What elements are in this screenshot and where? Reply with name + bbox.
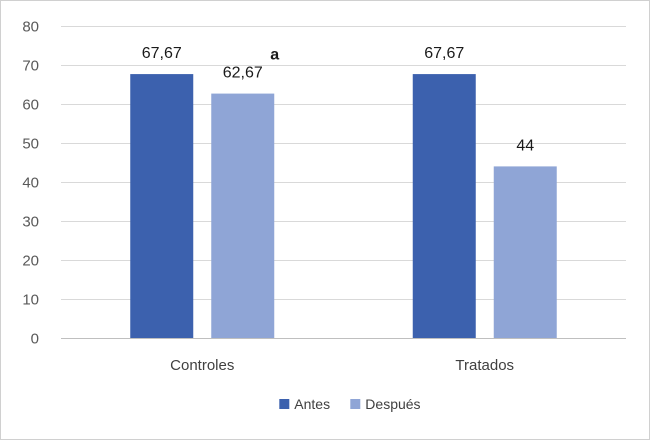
data-labels: 67,67 62,67 a 67,67 44 (142, 45, 535, 154)
y-tick-label: 50 (22, 136, 39, 153)
y-tick-label: 10 (22, 292, 39, 309)
bar-controles-antes (130, 74, 194, 338)
significance-annotation: a (270, 47, 279, 64)
bars (130, 74, 557, 338)
legend-swatch-antes (279, 399, 290, 409)
legend: Antes Después (279, 396, 421, 412)
y-tick-label: 70 (22, 58, 39, 75)
data-label: 67,67 (142, 45, 182, 62)
y-tick-label: 80 (22, 19, 39, 36)
x-category-label: Tratados (455, 357, 514, 374)
legend-label: Antes (294, 396, 330, 412)
y-tick-label: 0 (31, 331, 39, 348)
legend-swatch-despues (350, 399, 361, 409)
legend-label: Después (365, 396, 420, 412)
y-tick-label: 30 (22, 214, 39, 231)
data-label: 44 (516, 137, 534, 154)
bar-tratados-despues (493, 166, 557, 338)
bar-controles-despues (211, 93, 275, 338)
x-category-label: Controles (170, 357, 234, 374)
y-tick-label: 20 (22, 253, 39, 270)
data-label: 62,67 (223, 65, 263, 82)
y-tick-label: 60 (22, 97, 39, 114)
data-label: 67,67 (424, 45, 464, 62)
y-tick-label: 40 (22, 175, 39, 192)
bar-tratados-antes (412, 74, 476, 338)
x-axis-category-labels: Controles Tratados (170, 357, 514, 374)
y-axis-tick-labels: 0 10 20 30 40 50 60 70 80 (22, 19, 39, 348)
